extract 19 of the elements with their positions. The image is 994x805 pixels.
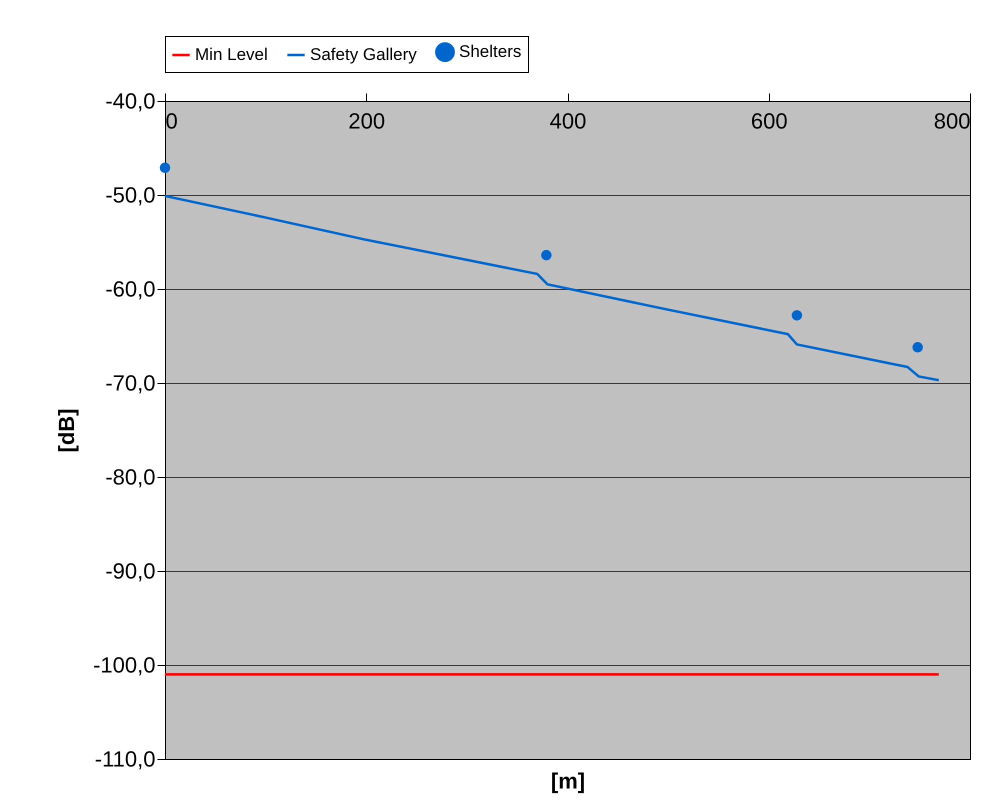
line-series — [164, 194, 940, 382]
x-axis-title: [m] — [550, 768, 586, 794]
y-tick-label: -90,0 — [105, 558, 156, 584]
y-tick-label: -40,0 — [105, 88, 156, 114]
x-tick-label: 0 — [166, 108, 178, 134]
x-tick-label: 400 — [550, 108, 586, 134]
legend-label: Safety Gallery — [310, 45, 418, 64]
legend-label: Shelters — [459, 42, 522, 62]
y-tick-label: -50,0 — [105, 182, 156, 208]
y-tick-label: -100,0 — [93, 652, 156, 678]
y-tick-label: -70,0 — [105, 370, 156, 396]
y-axis-title: [dB] — [54, 408, 80, 452]
x-tick-label: 600 — [750, 108, 788, 134]
y-tick-label: -60,0 — [105, 276, 156, 302]
legend-label: Min Level — [195, 45, 268, 64]
y-tick-label: -110,0 — [94, 746, 156, 772]
y-tick-label: -80,0 — [105, 464, 156, 490]
x-tick-label: 200 — [348, 108, 386, 134]
x-tick-label: 800 — [934, 108, 970, 134]
